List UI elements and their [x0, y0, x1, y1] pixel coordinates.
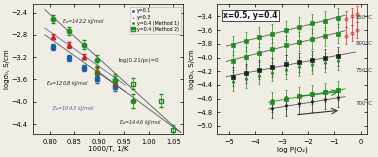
Legend: y=0.1, y=0.3, y=0.4 (Method 1), y=0.4 (Method 2): y=0.1, y=0.3, y=0.4 (Method 1), y=0.4 (M… — [130, 7, 181, 34]
Text: $E_a$=104.3 kJ/mol: $E_a$=104.3 kJ/mol — [52, 104, 95, 113]
Text: $E_a$=142.2 kJ/mol: $E_a$=142.2 kJ/mol — [62, 17, 105, 26]
Text: $E_a$=120.8 kJ/mol: $E_a$=120.8 kJ/mol — [46, 79, 89, 88]
X-axis label: 1000/T, 1/K: 1000/T, 1/K — [88, 146, 128, 152]
Text: 750°C: 750°C — [355, 68, 372, 73]
Y-axis label: logσ₀, S/cm: logσ₀, S/cm — [4, 49, 10, 89]
Text: 850°C: 850°C — [355, 15, 372, 20]
Text: x=0.5, y=0.4: x=0.5, y=0.4 — [223, 11, 277, 20]
X-axis label: log P(O₂): log P(O₂) — [277, 146, 308, 153]
Text: 800°C: 800°C — [355, 41, 372, 46]
Text: log(0.21/p₀)=0: log(0.21/p₀)=0 — [118, 58, 159, 63]
Text: 700°C: 700°C — [355, 101, 372, 106]
Text: $E_a$=144.6 kJ/mol: $E_a$=144.6 kJ/mol — [119, 118, 162, 127]
Y-axis label: logσ₀, S/cm: logσ₀, S/cm — [189, 49, 195, 89]
